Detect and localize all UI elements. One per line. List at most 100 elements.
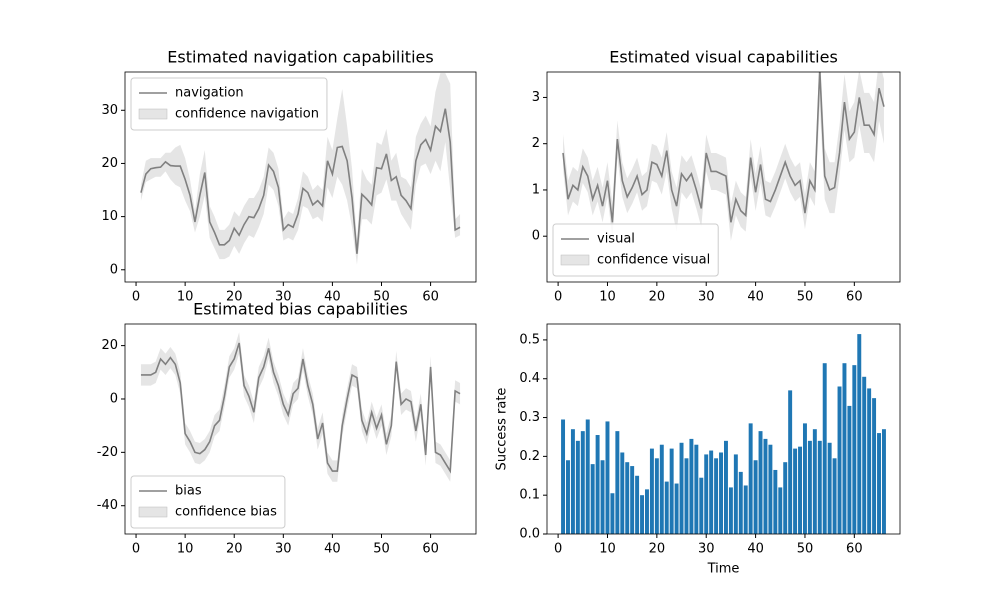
bar: [877, 433, 881, 534]
legend-label: navigation: [175, 86, 244, 101]
legend-frame: [130, 77, 328, 131]
bar: [847, 405, 852, 534]
x-tick-label: 0: [132, 542, 140, 557]
bar: [832, 458, 837, 534]
x-tick-label: 0: [554, 542, 562, 557]
y-tick-label: 0.5: [519, 332, 540, 347]
x-tick-label: 50: [797, 542, 814, 557]
bar: [649, 448, 654, 534]
bar: [645, 489, 649, 534]
legend-swatch: [560, 254, 590, 266]
x-tick-label: 50: [373, 542, 390, 557]
bar: [798, 446, 802, 534]
subplot: 0 10 20 30 40 50 60 -40 -20 0 20 Estimated bias cap…: [97, 300, 477, 557]
bar: [620, 452, 625, 534]
legend: bias confidence bias: [130, 475, 286, 529]
x-tick-label: 10: [599, 290, 616, 305]
bar: [704, 454, 709, 534]
bar: [812, 429, 817, 534]
x-tick-label: 0: [554, 290, 562, 305]
x-tick-label: 40: [324, 290, 341, 305]
bar: [580, 431, 585, 534]
legend-label: confidence visual: [597, 253, 710, 268]
y-tick-label: 0: [532, 229, 540, 244]
axes-frame: [546, 323, 901, 535]
legend: navigation confidence navigation: [130, 77, 328, 131]
legend-label: confidence navigation: [175, 107, 319, 122]
bar: [758, 431, 763, 534]
x-tick-label: 60: [422, 542, 439, 557]
y-tick-label: -20: [97, 445, 118, 460]
axes-frame: [546, 71, 901, 283]
bar: [768, 444, 773, 534]
bar: [600, 460, 605, 534]
bar: [793, 448, 798, 534]
bar: [719, 452, 724, 534]
bar: [570, 429, 575, 534]
bar: [694, 444, 699, 534]
bar: [684, 458, 689, 534]
y-tick-label: 1: [532, 182, 540, 197]
bar: [783, 462, 788, 534]
y-tick-label: 0: [110, 262, 118, 277]
x-tick-label: 20: [649, 542, 666, 557]
y-tick-label: 3: [532, 90, 540, 105]
y-tick-label: 0.2: [519, 449, 540, 464]
x-tick-label: 40: [324, 542, 341, 557]
bar: [699, 477, 704, 534]
bar: [862, 376, 867, 534]
bar: [709, 450, 714, 534]
bar: [817, 440, 822, 534]
bar: [837, 386, 842, 534]
x-tick-label: 10: [599, 542, 616, 557]
axes-frame: [124, 71, 477, 283]
y-tick-label: -40: [97, 498, 118, 513]
bar: [857, 334, 862, 534]
bar: [802, 423, 807, 534]
bar: [788, 390, 793, 534]
bar: [615, 431, 620, 534]
axes-frame: [124, 323, 477, 535]
y-axis-label: Success rate: [495, 388, 510, 471]
confidence-band: [563, 72, 884, 241]
x-tick-label: 50: [797, 290, 814, 305]
y-tick-label: 0: [110, 391, 118, 406]
bar: [733, 454, 738, 534]
y-tick-label: 0.0: [519, 527, 540, 542]
legend-label: confidence bias: [175, 505, 277, 520]
plot-area: [561, 334, 886, 534]
bar: [743, 485, 748, 534]
plot-area: [562, 72, 885, 241]
bar: [763, 438, 768, 534]
y-tick-label: 30: [101, 103, 118, 118]
bar: [595, 435, 600, 534]
bar: [561, 419, 566, 534]
bar: [748, 423, 753, 534]
bar: [842, 363, 847, 534]
legend-swatch: [138, 108, 168, 120]
x-tick-label: 40: [747, 542, 764, 557]
x-axis-label: Time: [707, 562, 740, 577]
bar: [679, 442, 684, 534]
x-tick-label: 30: [275, 290, 292, 305]
legend-label: bias: [175, 484, 202, 499]
confidence-band: [140, 73, 461, 265]
subplot-title: Estimated bias capabilities: [193, 300, 408, 319]
y-tick-label: 2: [532, 136, 540, 151]
x-tick-label: 30: [698, 542, 715, 557]
y-tick-label: 20: [101, 338, 118, 353]
subplot: 0 10 20 30 40 50 60 0 10 20 30 Estimated navigation…: [101, 48, 477, 305]
legend-frame: [130, 475, 286, 529]
legend-label: visual: [597, 232, 635, 247]
y-tick-label: 0.4: [519, 371, 540, 386]
line: [140, 108, 461, 254]
bar: [773, 469, 778, 534]
x-tick-label: 30: [698, 290, 715, 305]
bar: [728, 487, 733, 534]
bar: [827, 442, 832, 534]
line: [562, 72, 885, 223]
bar: [610, 493, 615, 534]
plot-area: [140, 73, 461, 265]
bar: [674, 483, 679, 534]
